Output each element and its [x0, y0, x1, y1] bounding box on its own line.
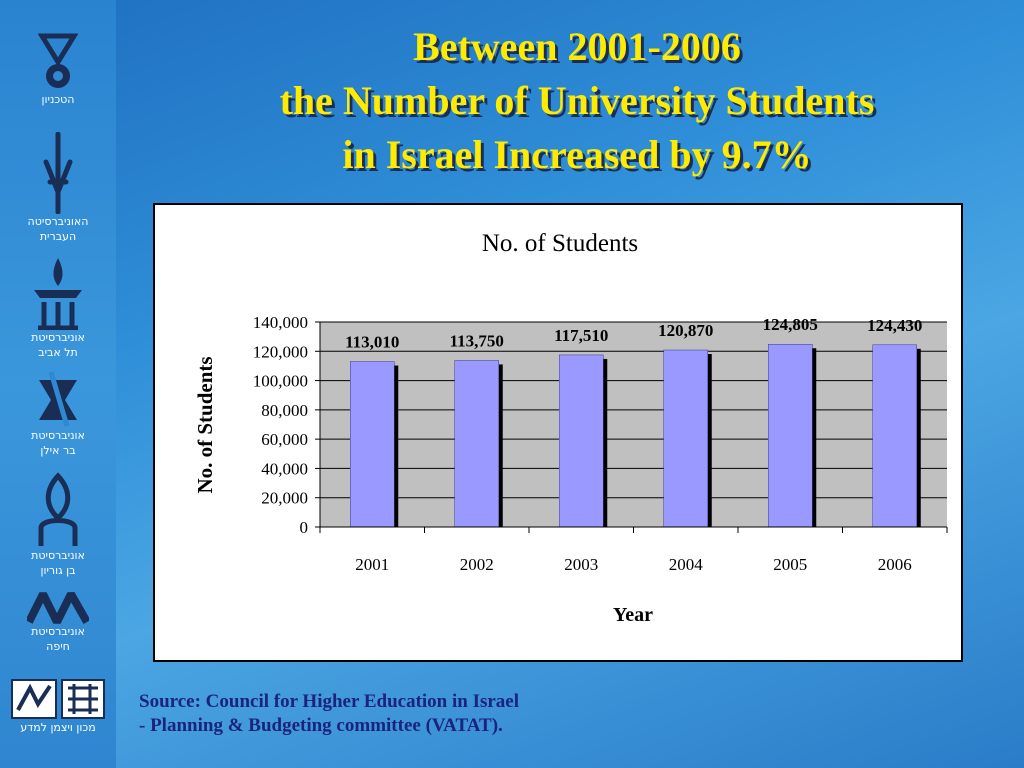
y-tick-label: 0	[300, 518, 309, 537]
x-ticks: 2001 2002 2003 2004 2005 2006	[319, 527, 948, 574]
x-tick-label-2001: 2001	[355, 555, 389, 574]
bar-ilan-university-label: אוניברסיטת בר אילן	[31, 429, 85, 457]
data-label-2006: 124,430	[867, 316, 922, 335]
headline-line-2: the Number of University Students	[279, 78, 875, 123]
bar-2003	[559, 354, 604, 528]
tel-aviv-university-logo: אוניברסיטת תל אביב	[0, 256, 116, 360]
x-tick-label-2005: 2005	[773, 555, 807, 574]
x-tick-label-2003: 2003	[564, 555, 598, 574]
weizmann-institute-logo: מכון ויצמן למדע	[0, 678, 116, 735]
bar-2005	[768, 343, 813, 528]
technion-logo: הטכניון	[0, 32, 116, 107]
haifa-university-logo: אוניברסיטת חיפה	[0, 588, 116, 654]
chart-container: No. of Students 0 20,000 40,000 60,000 80,00…	[153, 203, 963, 662]
y-tick-label: 80,000	[261, 401, 308, 420]
gridlines	[320, 321, 947, 499]
y-tick-label: 20,000	[261, 489, 308, 508]
weizmann-institute-logo-icon	[11, 679, 105, 719]
y-tick-label: 120,000	[253, 342, 308, 361]
x-tick-label-2004: 2004	[669, 555, 704, 574]
plot-area	[320, 322, 947, 527]
source-line-1: Source: Council for Higher Education in …	[139, 691, 520, 712]
y-tick-label: 100,000	[253, 372, 308, 391]
data-label-2005: 124,805	[763, 315, 818, 334]
bar-2004	[663, 349, 708, 528]
data-label-2003: 117,510	[554, 326, 608, 345]
y-tick-label: 60,000	[261, 430, 308, 449]
haifa-university-logo-icon	[27, 592, 89, 624]
tel-aviv-university-logo-icon	[34, 258, 82, 330]
hebrew-university-logo: האוניברסיטה העברית	[0, 132, 116, 244]
headline-line-1: Between 2001-2006	[413, 24, 741, 69]
chart-title: No. of Students	[482, 230, 638, 257]
bar-2002	[454, 360, 499, 528]
technion-logo-icon	[38, 33, 78, 88]
logo-sidebar: הטכניון האוניברסיטה העברית אוניברסיטת תל…	[0, 0, 116, 768]
bar-ilan-university-logo-icon	[39, 371, 77, 427]
data-label-2002: 113,750	[450, 331, 504, 350]
hebrew-university-label: האוניברסיטה העברית	[27, 215, 89, 243]
ben-gurion-university-logo: אוניברסיטת בן גוריון	[0, 472, 116, 578]
slide-headline: Between 2001-2006 the Number of Universi…	[130, 20, 1024, 182]
y-ticks: 0 20,000 40,000 60,000 80,000 100,000 120,000 1…	[253, 313, 320, 537]
x-tick-label-2006: 2006	[878, 555, 912, 574]
source-line-2: - Planning & Budgeting committee (VATAT)…	[139, 715, 503, 736]
y-tick-label: 40,000	[261, 459, 308, 478]
weizmann-institute-label: מכון ויצמן למדע	[20, 721, 96, 734]
data-label-2004: 120,870	[658, 321, 713, 340]
y-tick-label: 140,000	[253, 313, 308, 332]
haifa-university-label: אוניברסיטת חיפה	[31, 625, 85, 653]
data-label-2001: 113,010	[345, 333, 399, 352]
bar-ilan-university-logo: אוניברסיטת בר אילן	[0, 370, 116, 458]
bar-2006	[872, 344, 917, 528]
technion-label: הטכניון	[41, 93, 75, 106]
y-axis-label: No. of Students	[193, 356, 217, 493]
hebrew-university-logo-icon	[43, 132, 73, 214]
ben-gurion-university-label: אוניברסיטת בן גוריון	[31, 549, 85, 577]
data-labels: 113,010 113,750 117,510 120,870 124,805 124,4…	[345, 315, 922, 351]
tel-aviv-university-label: אוניברסיטת תל אביב	[31, 331, 85, 359]
ben-gurion-university-logo-icon	[38, 472, 78, 546]
x-tick-label-2002: 2002	[460, 555, 494, 574]
headline-line-3: in Israel Increased by 9.7%	[342, 132, 812, 177]
x-axis-label: Year	[613, 604, 653, 626]
bar-chart: No. of Students 0 20,000 40,000 60,000 80,00…	[193, 230, 948, 626]
bars	[350, 343, 921, 528]
source-note: Source: Council for Higher Education in …	[139, 690, 519, 738]
bar-2001	[350, 361, 395, 528]
